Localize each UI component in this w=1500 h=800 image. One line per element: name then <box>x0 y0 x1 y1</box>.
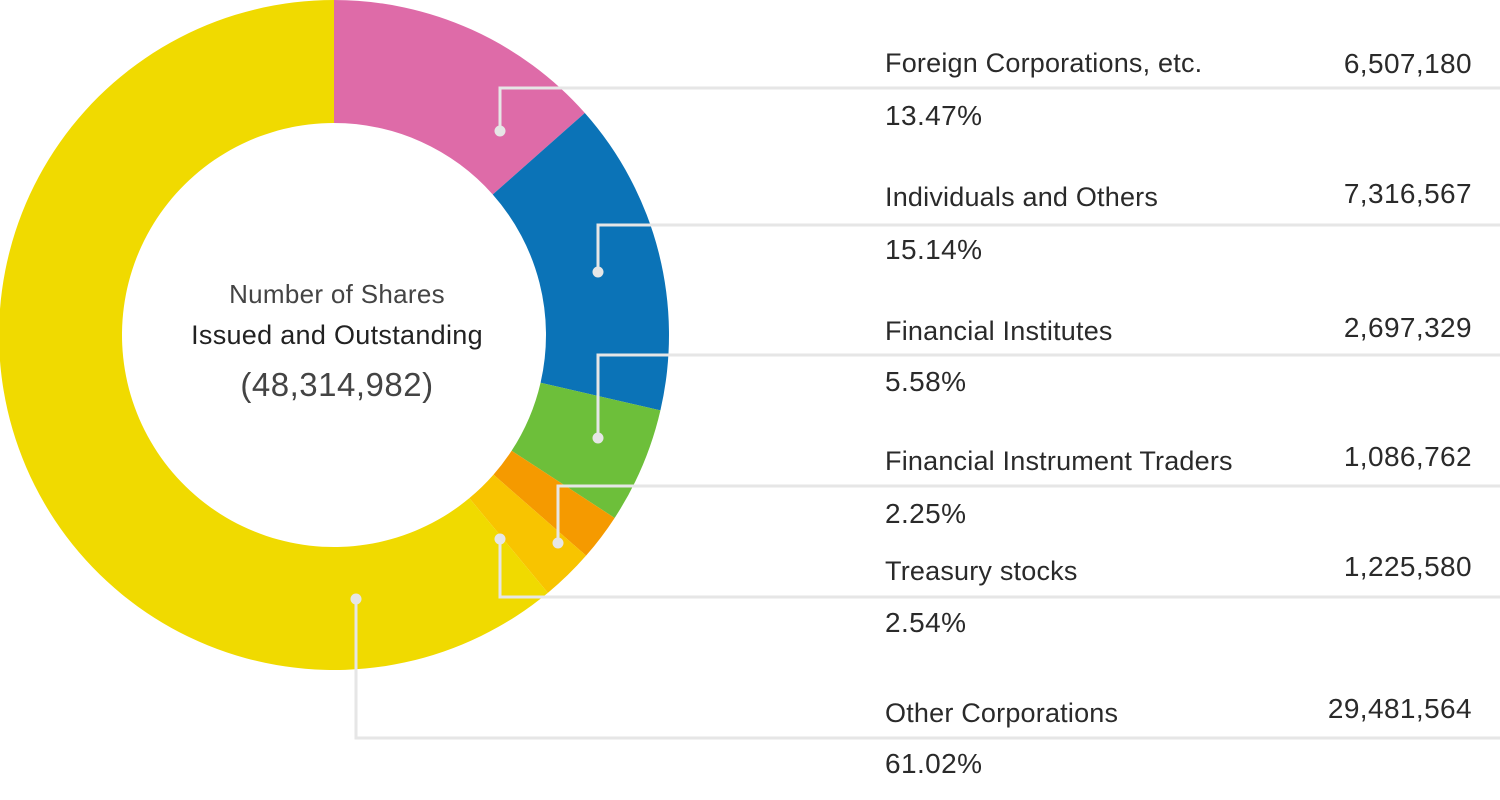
legend-percent-other-corporations: 61.02% <box>885 748 983 779</box>
legend-percent-treasury-stocks: 2.54% <box>885 607 967 638</box>
legend-value-individuals: 7,316,567 <box>1343 178 1472 209</box>
legend-value-foreign-corporations: 6,507,180 <box>1343 48 1472 79</box>
legend-value-other-corporations: 29,481,564 <box>1327 693 1472 724</box>
slice-foreign-corporations <box>334 0 585 195</box>
legend-percent-financial-instrument-traders: 2.25% <box>885 498 967 529</box>
legend-value-financial-instrument-traders: 1,086,762 <box>1343 441 1472 472</box>
leader-dot-financial-instrument-traders <box>552 537 564 549</box>
center-subtitle: Issued and Outstanding <box>191 320 483 350</box>
legend-label-other-corporations: Other Corporations <box>885 698 1119 728</box>
slice-financial-institutes <box>511 382 661 518</box>
legend-label-foreign-corporations: Foreign Corporations, etc. <box>885 48 1203 78</box>
leader-line-treasury-stocks <box>498 539 1500 599</box>
leader-dot-foreign-corporations <box>494 125 506 137</box>
slice-individuals <box>492 112 670 411</box>
leader-dot-individuals <box>592 266 604 278</box>
leader-line-individuals <box>596 223 1500 272</box>
slice-treasury-stocks <box>469 474 587 593</box>
slice-financial-instrument-traders <box>493 450 615 556</box>
legend-percent-foreign-corporations: 13.47% <box>885 100 983 131</box>
legend-percent-financial-institutes: 5.58% <box>885 366 967 397</box>
leader-line-financial-instrument-traders <box>556 484 1500 543</box>
leader-dot-treasury-stocks <box>494 533 506 545</box>
leader-lines <box>350 86 1500 740</box>
leader-dot-other-corporations <box>350 593 362 605</box>
leader-line-financial-institutes <box>596 353 1500 438</box>
slice-other-corporations <box>0 0 548 670</box>
leader-line-foreign-corporations <box>498 86 1500 131</box>
legend-label-financial-institutes: Financial Institutes <box>885 316 1113 346</box>
legend-label-treasury-stocks: Treasury stocks <box>885 556 1078 586</box>
leader-line-other-corporations <box>354 599 1500 740</box>
leader-dot-financial-institutes <box>592 432 604 444</box>
center-title: Number of Shares <box>229 279 445 309</box>
legend-label-financial-instrument-traders: Financial Instrument Traders <box>885 446 1233 476</box>
legend-value-treasury-stocks: 1,225,580 <box>1343 551 1472 582</box>
center-total: (48,314,982) <box>240 366 434 403</box>
legend-label-individuals: Individuals and Others <box>885 182 1159 212</box>
legend-percent-individuals: 15.14% <box>885 234 983 265</box>
donut-slices <box>0 0 670 670</box>
legend-value-financial-institutes: 2,697,329 <box>1343 312 1472 343</box>
